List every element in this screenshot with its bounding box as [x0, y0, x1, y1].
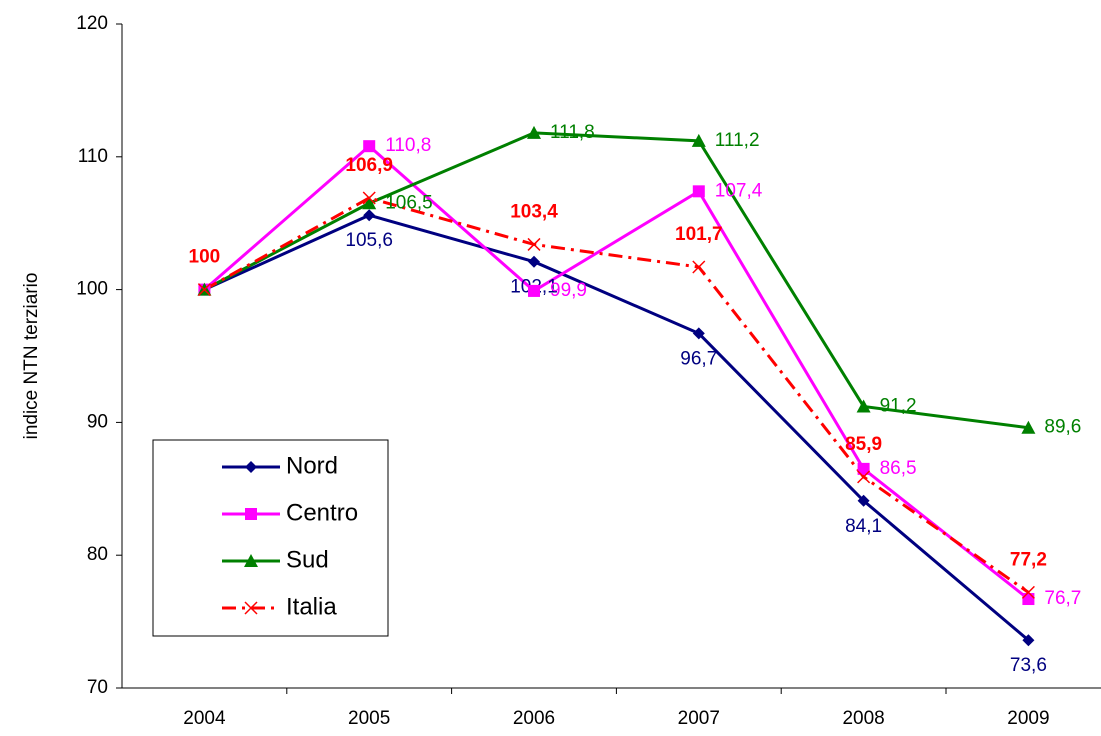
marker [245, 461, 257, 473]
data-label: 76,7 [1044, 588, 1081, 609]
legend-label: Sud [286, 546, 329, 573]
data-label: 96,7 [680, 348, 717, 369]
marker [1021, 585, 1035, 599]
series-line [203, 196, 1030, 594]
data-label: 106,9 [345, 155, 393, 176]
data-label: 106,5 [385, 192, 433, 213]
data-label: 84,1 [845, 516, 882, 537]
data-label: 99,9 [550, 280, 587, 301]
legend-box [152, 439, 389, 637]
marker [527, 237, 541, 251]
marker [363, 140, 376, 153]
legend-label: Nord [286, 452, 338, 479]
x-tick-label: 2007 [678, 708, 720, 729]
marker [197, 283, 211, 297]
data-label: 111,2 [715, 130, 760, 151]
x-tick-label: 2009 [1007, 708, 1049, 729]
marker [362, 191, 376, 205]
marker [1022, 634, 1035, 647]
marker [857, 470, 871, 484]
series-line [203, 144, 1030, 601]
data-label: 73,6 [1010, 655, 1047, 676]
x-tick-label: 2004 [183, 708, 226, 729]
y-tick-label: 100 [76, 279, 108, 300]
y-axis-label: indice NTN terziario [21, 273, 42, 440]
data-label: 111,8 [550, 122, 595, 143]
marker [692, 260, 706, 274]
marker [856, 399, 871, 413]
marker [857, 462, 870, 475]
marker [363, 209, 376, 222]
marker [857, 494, 870, 507]
series-line [203, 131, 1029, 430]
data-label: 85,9 [845, 434, 882, 455]
y-tick-label: 90 [87, 411, 108, 432]
y-tick-label: 120 [76, 13, 108, 34]
data-label: 107,4 [715, 180, 763, 201]
series-line [203, 213, 1030, 642]
y-tick-label: 110 [78, 146, 108, 167]
y-tick-label: 70 [87, 677, 108, 698]
marker [244, 601, 258, 615]
marker [362, 196, 377, 210]
legend: Nord Centro Sud Italia [152, 439, 389, 637]
legend-label: Italia [286, 593, 337, 620]
data-label: 91,2 [880, 395, 917, 416]
data-label: 86,5 [880, 458, 917, 479]
y-tick-label: 80 [87, 544, 108, 565]
data-label: 105,6 [345, 230, 393, 251]
x-tick-label: 2008 [842, 708, 884, 729]
marker [1021, 420, 1036, 434]
marker [1022, 593, 1035, 606]
data-label: 100 [189, 247, 221, 268]
marker [528, 255, 540, 268]
marker [528, 284, 540, 297]
marker [244, 554, 258, 567]
data-label: 89,6 [1044, 417, 1081, 438]
data-label: 110,8 [385, 135, 431, 156]
x-tick-label: 2005 [348, 708, 390, 729]
marker [527, 125, 541, 139]
data-label: 101,7 [675, 224, 723, 245]
marker [692, 327, 705, 340]
marker [692, 185, 705, 198]
data-label: 103,4 [510, 201, 558, 222]
data-label: 77,2 [1010, 549, 1047, 570]
legend-label: Centro [286, 499, 358, 526]
marker [691, 133, 706, 147]
x-tick-label: 2006 [513, 708, 555, 729]
marker [245, 508, 257, 520]
